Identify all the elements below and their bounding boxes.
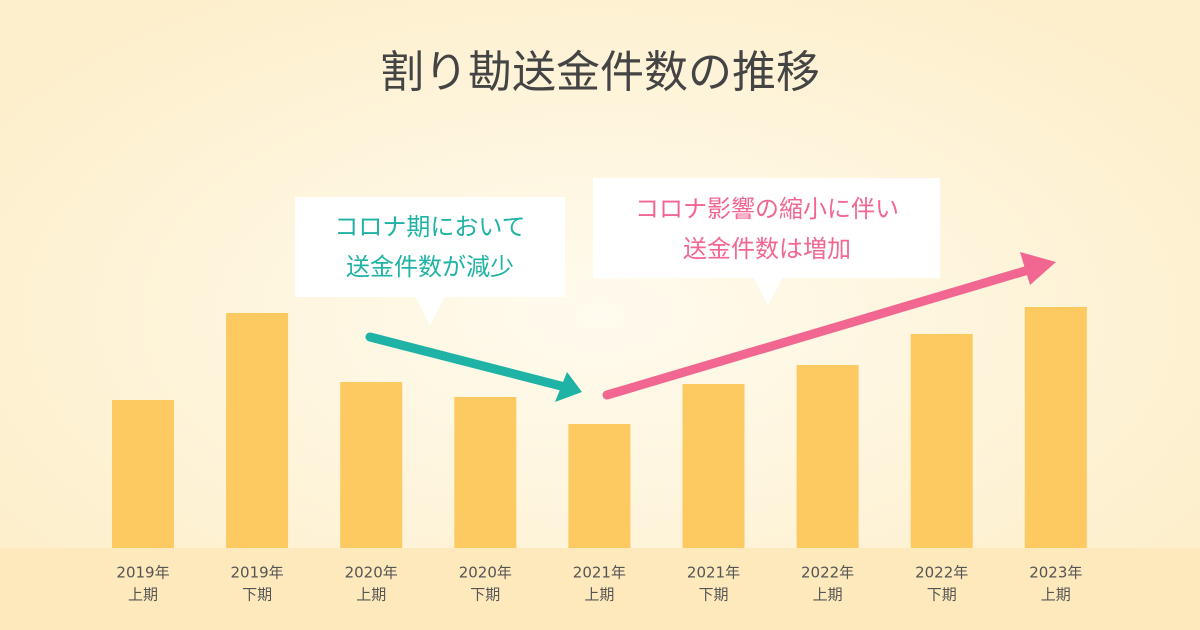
bar — [340, 382, 403, 548]
callout-box — [295, 197, 565, 297]
x-tick-label: 上期 — [128, 586, 158, 604]
x-tick-label: 2020年 — [345, 564, 398, 582]
x-tick-label: 下期 — [470, 586, 500, 604]
bar — [454, 397, 517, 548]
x-tick-label: 上期 — [1041, 586, 1071, 604]
bar — [682, 384, 745, 548]
bar — [568, 424, 631, 548]
callout-tail — [415, 296, 445, 325]
x-tick-label: 2022年 — [915, 564, 968, 582]
x-tick-label: 2019年 — [116, 564, 169, 582]
arrow-head — [1020, 252, 1056, 285]
floor — [0, 548, 1200, 630]
arrow-head — [555, 372, 582, 402]
x-tick-label: 2021年 — [687, 564, 740, 582]
x-tick-label: 上期 — [584, 586, 614, 604]
bar — [910, 334, 973, 548]
callout-tail — [753, 277, 783, 305]
x-tick-label: 2021年 — [573, 564, 626, 582]
annotation: コロナ期において — [334, 213, 525, 241]
bar — [112, 400, 174, 548]
x-tick-label: 上期 — [813, 586, 843, 604]
callout — [593, 178, 940, 305]
callout — [295, 197, 565, 325]
arrow — [365, 332, 570, 392]
annotation: 送金件数が減少 — [346, 253, 514, 281]
annotation: 送金件数は増加 — [683, 235, 851, 263]
x-tick-label: 下期 — [242, 586, 272, 604]
bar — [796, 365, 859, 548]
x-tick-label: 2022年 — [801, 564, 854, 582]
x-tick-label: 2019年 — [231, 564, 284, 582]
callout-box — [593, 178, 940, 278]
arrow — [602, 263, 1040, 400]
annotation: コロナ影響の縮小に伴い — [635, 195, 899, 223]
x-tick-label: 2020年 — [459, 564, 512, 582]
x-tick-label: 下期 — [927, 586, 957, 604]
bar — [226, 313, 289, 548]
bar — [1024, 307, 1087, 548]
chart-title: 割り勘送金件数の推移 — [380, 47, 820, 98]
x-tick-label: 2023年 — [1029, 564, 1082, 582]
x-tick-label: 下期 — [698, 586, 728, 604]
x-tick-label: 上期 — [356, 586, 386, 604]
